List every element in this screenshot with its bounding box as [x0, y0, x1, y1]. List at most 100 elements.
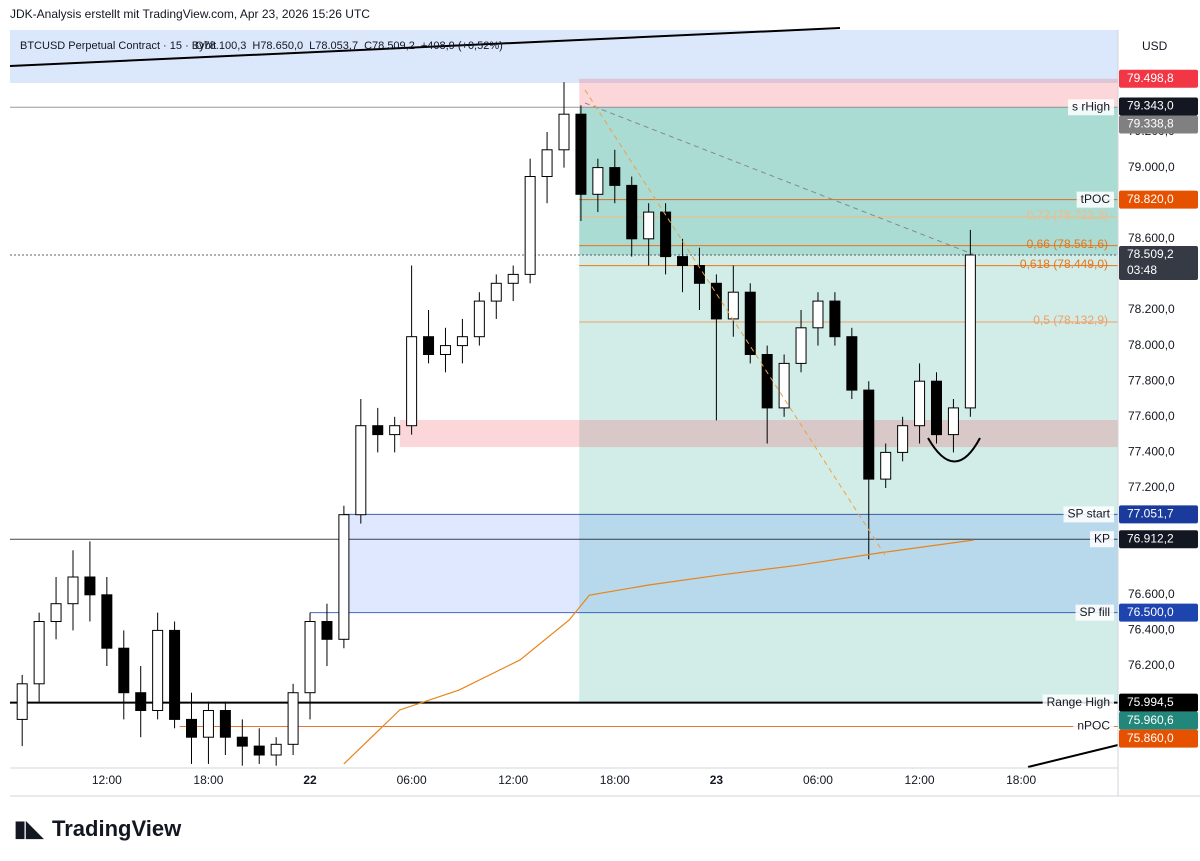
candle-body: [541, 149, 553, 177]
candle-body: [897, 425, 909, 453]
price-badge-label: 75.994,5: [1127, 695, 1174, 709]
candle-body: [202, 710, 214, 738]
symbol: BTCUSD Perpetual Contract · 15 · Bybit: [20, 40, 216, 52]
price-badge-label: 78.509,2: [1127, 247, 1174, 261]
candle-body: [67, 576, 79, 605]
candle-body: [236, 736, 248, 747]
candle-body: [270, 743, 282, 756]
candle-body: [660, 211, 672, 258]
projection-line: [584, 102, 976, 256]
price-badge-label: 76.912,2: [1127, 531, 1174, 545]
level-name: SP start: [1068, 507, 1111, 521]
candle-body: [914, 380, 926, 427]
price-badge: [1119, 505, 1198, 524]
price-axis: [1118, 30, 1200, 796]
candle-body: [473, 300, 485, 338]
price-badge-label: 77.051,7: [1127, 507, 1174, 521]
candle-body: [253, 745, 265, 756]
header: JDK-Analysis erstellt mit TradingView.co…: [10, 7, 370, 21]
candle-body: [33, 621, 45, 685]
candle-body: [118, 647, 130, 694]
candle-body: [947, 407, 959, 436]
candle-body: [609, 167, 621, 186]
y-tick-label: 76.400,0: [1128, 623, 1175, 637]
candle-body: [186, 718, 198, 738]
price-badge: [1119, 190, 1198, 209]
top-band: [10, 30, 1118, 83]
candle-body: [592, 167, 604, 195]
level-name-bg: [1067, 99, 1114, 116]
countdown: 03:48: [1127, 263, 1157, 277]
fib-diagonal: [584, 89, 886, 556]
candle-body: [863, 389, 875, 480]
currency: USD: [1142, 39, 1168, 53]
price-badge-label: 79.498,8: [1127, 71, 1174, 85]
candle-body: [372, 425, 384, 436]
y-tick-label: 76.200,0: [1128, 658, 1175, 672]
footer: TradingView: [52, 816, 182, 841]
ohlc-value: H78.650,0: [252, 40, 303, 52]
y-tick-label: 77.800,0: [1128, 373, 1175, 387]
candle-body: [423, 336, 435, 355]
zone: [579, 107, 1118, 255]
candle-body: [456, 336, 468, 347]
candle-body: [575, 113, 587, 195]
candle-body: [50, 603, 62, 623]
candle-body: [626, 184, 638, 240]
candle-body: [84, 576, 96, 596]
ohlc: O78.100,3 H78.650,0 L78.053,7 C78.509,2 +408…: [195, 40, 503, 52]
price-badge: [1119, 530, 1198, 549]
fib-label: 0,5 (78.132,9): [1033, 313, 1108, 327]
candle-body: [829, 300, 841, 338]
price-badge: [1119, 693, 1198, 712]
level-name-bg: [1076, 191, 1114, 208]
x-tick-label: 06:00: [397, 773, 427, 787]
price-badge: [1119, 69, 1198, 88]
x-tick-label: 12:00: [498, 773, 528, 787]
price-badge-label: 76.500,0: [1127, 605, 1174, 619]
candle-body: [304, 621, 316, 694]
candle-body: [406, 336, 418, 427]
candle-body: [321, 621, 333, 640]
trend-line: [1027, 744, 1119, 768]
level-name-bg: [1089, 531, 1114, 548]
candle-body: [761, 353, 773, 409]
price-badge: [1119, 97, 1198, 116]
x-tick-label: 23: [710, 773, 724, 787]
top-bar: [0, 0, 1200, 30]
price-badge: [1119, 245, 1198, 280]
axis-labels: 79.200,079.000,078.600,078.200,078.000,0…: [92, 69, 1198, 787]
candle-body: [643, 211, 655, 240]
candle-body: [287, 692, 299, 745]
level-name-bg: [1075, 604, 1114, 621]
x-tick-label: 12:00: [92, 773, 122, 787]
candle-body: [744, 291, 756, 355]
candle-body: [524, 175, 536, 275]
price-badge-label: 75.960,6: [1127, 713, 1174, 727]
level-name: s rHigh: [1072, 99, 1110, 113]
candle-body: [930, 380, 942, 436]
zone: [399, 420, 1119, 448]
price-badge-label: 79.343,0: [1127, 99, 1174, 113]
y-tick-label: 76.600,0: [1128, 587, 1175, 601]
zone: [343, 514, 1118, 613]
candle-body: [338, 514, 350, 640]
candle-body: [219, 710, 231, 738]
curve-line: [343, 539, 974, 765]
candle-body: [152, 629, 164, 712]
level-name: nPOC: [1077, 719, 1110, 733]
price-badge: [1119, 729, 1198, 748]
fib-label: 0,72 (78.722,3): [1027, 208, 1108, 222]
candle-body: [135, 692, 147, 712]
candle-body: [16, 683, 28, 720]
trend-line: [9, 27, 841, 67]
level-name-bg: [1073, 718, 1114, 735]
fib-label: 0,66 (78.561,6): [1027, 237, 1108, 251]
price-badge-label: 78.820,0: [1127, 192, 1174, 206]
candle-body: [880, 451, 892, 480]
candle-body: [677, 256, 689, 266]
ohlc-value: C78.509,2: [364, 40, 415, 52]
level-name: Range High: [1047, 695, 1110, 709]
candle-body: [507, 273, 519, 284]
